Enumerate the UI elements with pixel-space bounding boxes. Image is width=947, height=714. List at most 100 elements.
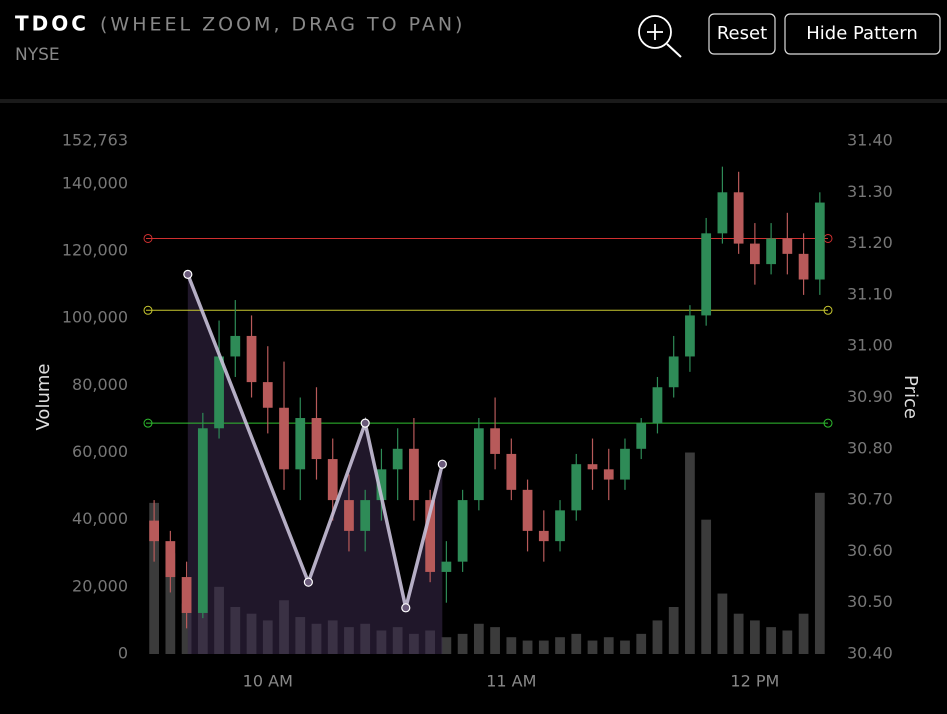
y2-tick-label: 31.00 [847,336,893,355]
candle-body [441,561,452,572]
y2-tick-label: 30.60 [847,541,893,560]
volume-bar [766,627,776,654]
candle-body [262,382,273,408]
candle-body [522,489,533,531]
candle-body [473,428,484,501]
volume-bar [457,633,468,654]
candle-body [685,315,695,357]
volume-bar [798,613,809,654]
x-tick-label: 11 AM [486,672,536,691]
y2-tick-label: 31.40 [847,131,893,150]
volume-bar [522,640,533,654]
reset-button[interactable] [708,13,776,55]
candle-body [603,469,614,480]
subtitle: (WHEEL ZOOM, DRAG TO PAN) [100,14,465,36]
volume-bar [636,633,647,654]
volume-bar [717,593,728,654]
volume-bar [620,640,630,654]
candle-body [555,510,565,542]
pattern-area [187,274,443,654]
y2-tick-label: 31.20 [847,233,893,252]
ticker: TDOC [15,12,89,36]
reset-label[interactable]: Reset [717,23,767,44]
volume-bar [506,637,517,654]
candle-body [814,202,825,280]
candle-body [149,520,159,542]
candle-body [587,464,598,470]
volume-bar [441,637,452,654]
volume-bar [685,452,695,654]
candle-body [490,428,500,454]
candle-body [344,500,354,531]
y2-tick-label: 30.70 [847,490,893,509]
candle-body [311,418,322,460]
y2-tick-label: 31.10 [847,284,893,303]
candle-body [165,541,176,578]
candle-body [571,464,582,511]
candle-body [701,233,712,316]
volume-bar [181,603,192,654]
y2-axis-label: Price [900,375,921,419]
y-tick-label: 120,000 [62,241,128,260]
candle-body [425,500,436,572]
candle-body [246,335,257,383]
y-tick-label: 0 [118,644,128,663]
candle-body [392,448,403,470]
volume-bar [490,627,500,654]
level-handle [143,305,153,315]
candle-body [766,238,776,265]
y-tick-label: 60,000 [72,442,128,461]
volume-bar [652,620,663,654]
volume-bar [701,519,712,654]
volume-bar [165,553,176,654]
candle-body [214,356,224,429]
candle-body [620,448,630,480]
y-tick-label: 152,763 [62,131,128,150]
exchange: NYSE [15,45,60,65]
candle-body [230,335,241,357]
volume-bar [149,502,159,654]
volume-bar [733,613,744,654]
hide-pattern-label[interactable]: Hide Pattern [806,23,918,44]
header-divider [0,99,947,103]
pattern-point [183,269,193,279]
candle-body [506,453,517,490]
level-handle [143,233,153,243]
zoom-icon[interactable] [638,15,682,58]
y-tick-label: 100,000 [62,308,128,327]
candle-body [279,407,289,470]
y-tick-label: 80,000 [72,375,128,394]
y2-tick-label: 31.30 [847,182,893,201]
volume-bar [782,630,793,654]
volume-bar [603,637,614,654]
level-handle [823,305,833,315]
candle-body [782,238,793,254]
candle-body [295,418,306,470]
candle-body [409,448,419,501]
candle-body [750,243,760,265]
y-axis-label: Volume [33,364,54,431]
candle-body [197,428,208,613]
candle-body [181,577,192,613]
candle-body [457,500,468,562]
candle-body [327,459,338,501]
pattern-point [360,418,370,428]
level-handle [823,418,833,428]
hide-pattern-button[interactable] [784,13,941,55]
y-tick-label: 20,000 [72,576,128,595]
y2-tick-label: 30.80 [847,438,893,457]
y2-tick-label: 30.40 [847,644,893,663]
candle-body [360,500,371,531]
volume-bar [571,633,582,654]
volume-bar [750,620,760,654]
x-tick-label: 10 AM [243,672,293,691]
candle-body [668,356,679,388]
volume-bar [555,637,565,654]
volume-bar [668,606,679,654]
x-tick-label: 12 PM [730,672,779,691]
y2-tick-label: 30.50 [847,592,893,611]
candle-body [652,387,663,424]
volume-bar [587,640,598,654]
